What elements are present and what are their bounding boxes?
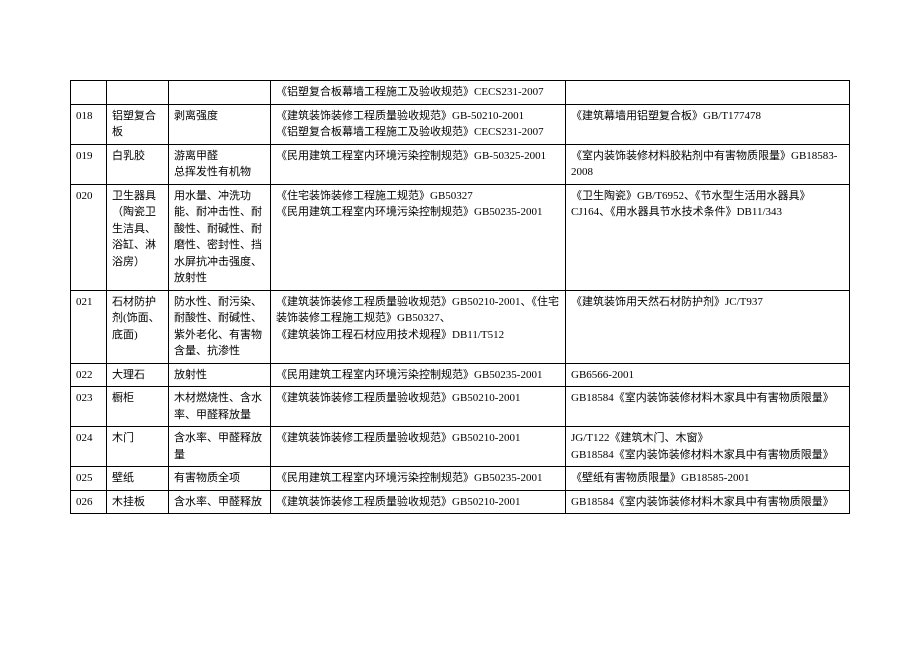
row-std: 《室内装饰装修材料胶粘剂中有害物质限量》GB18583-2008	[566, 144, 850, 184]
row-std: GB6566-2001	[566, 363, 850, 387]
row-param: 用水量、冲洗功能、耐冲击性、耐酸性、耐碱性、耐磨性、密封性、挡水屏抗冲击强度、放…	[169, 184, 271, 290]
standards-table: 《铝塑复合板幕墙工程施工及验收规范》CECS231-2007018铝塑复合板剥离…	[70, 80, 850, 514]
row-spec: 《建筑装饰装修工程质量验收规范》GB50210-2001	[271, 427, 566, 467]
row-id: 025	[71, 467, 107, 491]
row-spec: 《建筑装饰装修工程质量验收规范》GB50210-2001	[271, 490, 566, 514]
row-id: 021	[71, 290, 107, 363]
row-spec: 《建筑装饰装修工程质量验收规范》GB-50210-2001《铝塑复合板幕墙工程施…	[271, 104, 566, 144]
row-spec: 《铝塑复合板幕墙工程施工及验收规范》CECS231-2007	[271, 81, 566, 105]
row-param: 防水性、耐污染、耐酸性、耐碱性、紫外老化、有害物含量、抗渗性	[169, 290, 271, 363]
table-row: 020卫生器具（陶瓷卫生洁具、浴缸、淋浴房）用水量、冲洗功能、耐冲击性、耐酸性、…	[71, 184, 850, 290]
row-std: GB18584《室内装饰装修材料木家具中有害物质限量》	[566, 387, 850, 427]
table-row: 022大理石放射性《民用建筑工程室内环境污染控制规范》GB50235-2001G…	[71, 363, 850, 387]
row-name: 石材防护剂(饰面、底面)	[107, 290, 169, 363]
table-row: 025壁纸有害物质全项《民用建筑工程室内环境污染控制规范》GB50235-200…	[71, 467, 850, 491]
row-spec: 《建筑装饰装修工程质量验收规范》GB50210-2001	[271, 387, 566, 427]
row-name: 铝塑复合板	[107, 104, 169, 144]
row-spec: 《民用建筑工程室内环境污染控制规范》GB-50325-2001	[271, 144, 566, 184]
row-std: GB18584《室内装饰装修材料木家具中有害物质限量》	[566, 490, 850, 514]
row-param: 剥离强度	[169, 104, 271, 144]
row-param	[169, 81, 271, 105]
row-id: 024	[71, 427, 107, 467]
table-row: 026木挂板含水率、甲醛释放《建筑装饰装修工程质量验收规范》GB50210-20…	[71, 490, 850, 514]
table-row: 024木门含水率、甲醛释放量《建筑装饰装修工程质量验收规范》GB50210-20…	[71, 427, 850, 467]
table-row: 018铝塑复合板剥离强度《建筑装饰装修工程质量验收规范》GB-50210-200…	[71, 104, 850, 144]
row-param: 含水率、甲醛释放	[169, 490, 271, 514]
table-row: 021石材防护剂(饰面、底面)防水性、耐污染、耐酸性、耐碱性、紫外老化、有害物含…	[71, 290, 850, 363]
row-id: 020	[71, 184, 107, 290]
row-name: 卫生器具（陶瓷卫生洁具、浴缸、淋浴房）	[107, 184, 169, 290]
row-param: 木材燃烧性、含水率、甲醛释放量	[169, 387, 271, 427]
row-std: JG/T122《建筑木门、木窗》GB18584《室内装饰装修材料木家具中有害物质…	[566, 427, 850, 467]
table-row: 023橱柜木材燃烧性、含水率、甲醛释放量《建筑装饰装修工程质量验收规范》GB50…	[71, 387, 850, 427]
row-spec: 《建筑装饰装修工程质量验收规范》GB50210-2001、《住宅装饰装修工程施工…	[271, 290, 566, 363]
row-id	[71, 81, 107, 105]
row-id: 023	[71, 387, 107, 427]
row-param: 有害物质全项	[169, 467, 271, 491]
document-page: 《铝塑复合板幕墙工程施工及验收规范》CECS231-2007018铝塑复合板剥离…	[0, 0, 920, 651]
row-name: 木门	[107, 427, 169, 467]
table-row: 《铝塑复合板幕墙工程施工及验收规范》CECS231-2007	[71, 81, 850, 105]
row-id: 026	[71, 490, 107, 514]
table-row: 019白乳胶游离甲醛总挥发性有机物《民用建筑工程室内环境污染控制规范》GB-50…	[71, 144, 850, 184]
row-name: 大理石	[107, 363, 169, 387]
row-name: 壁纸	[107, 467, 169, 491]
row-param: 含水率、甲醛释放量	[169, 427, 271, 467]
row-spec: 《民用建筑工程室内环境污染控制规范》GB50235-2001	[271, 363, 566, 387]
row-name	[107, 81, 169, 105]
row-param: 放射性	[169, 363, 271, 387]
row-id: 022	[71, 363, 107, 387]
row-std: 《卫生陶瓷》GB/T6952、《节水型生活用水器具》CJ164、《用水器具节水技…	[566, 184, 850, 290]
row-name: 白乳胶	[107, 144, 169, 184]
row-name: 木挂板	[107, 490, 169, 514]
row-id: 019	[71, 144, 107, 184]
row-id: 018	[71, 104, 107, 144]
row-spec: 《民用建筑工程室内环境污染控制规范》GB50235-2001	[271, 467, 566, 491]
row-std	[566, 81, 850, 105]
row-std: 《建筑装饰用天然石材防护剂》JC/T937	[566, 290, 850, 363]
row-param: 游离甲醛总挥发性有机物	[169, 144, 271, 184]
row-name: 橱柜	[107, 387, 169, 427]
row-spec: 《住宅装饰装修工程施工规范》GB50327《民用建筑工程室内环境污染控制规范》G…	[271, 184, 566, 290]
row-std: 《壁纸有害物质限量》GB18585-2001	[566, 467, 850, 491]
row-std: 《建筑幕墙用铝塑复合板》GB/T177478	[566, 104, 850, 144]
